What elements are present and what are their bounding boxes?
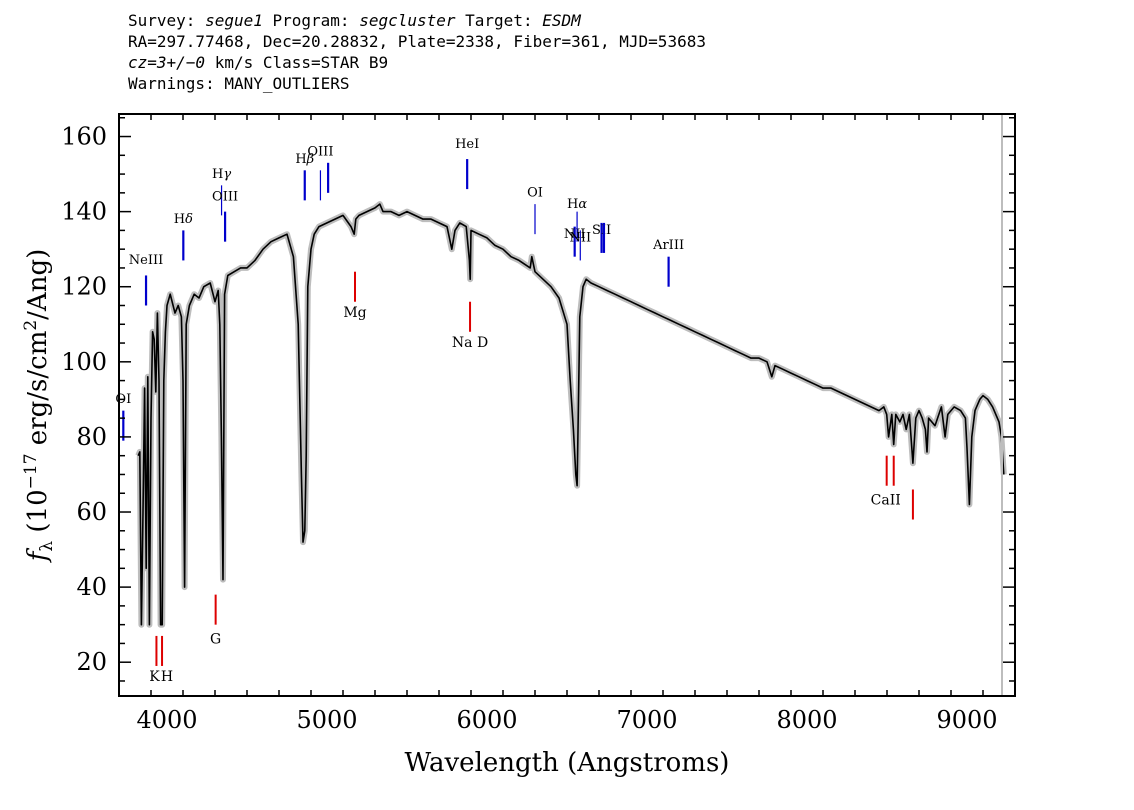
absorption-line-label: Na D	[452, 335, 488, 351]
absorption-line-label: K	[149, 669, 160, 685]
emission-line-label: OIII	[307, 144, 333, 159]
spectrum-line	[137, 203, 1005, 626]
x-tick-label: 7000	[616, 706, 677, 734]
x-tick-label: 6000	[456, 706, 517, 734]
y-tick-label: 140	[61, 198, 107, 226]
emission-line-label: SII	[592, 223, 611, 238]
emission-line-label: Hα	[567, 197, 587, 212]
absorption-line-label: Mg	[343, 305, 366, 321]
emission-line-label: OIII	[212, 189, 238, 204]
absorption-line-label: G	[210, 631, 221, 647]
y-axis-label: fλ (10−17 erg/s/cm2/Ang)	[21, 249, 57, 564]
header-line-survey: Survey: segue1 Program: segcluster Targe…	[128, 11, 581, 30]
y-tick-label: 100	[61, 348, 107, 376]
emission-line-label: Hδ	[174, 212, 193, 227]
x-tick-label: 4000	[136, 706, 197, 734]
x-tick-label: 5000	[296, 706, 357, 734]
y-tick-label: 60	[76, 498, 107, 526]
error-band	[135, 201, 1007, 628]
header-line-warnings: Warnings: MANY_OUTLIERS	[128, 74, 350, 93]
emission-line-label: NeIII	[129, 253, 163, 268]
emission-line-label: OI	[527, 186, 543, 201]
y-tick-label: 20	[76, 648, 107, 676]
emission-line-label: HeI	[455, 137, 479, 152]
header-line-redshift: cz=3+/−0 km/s Class=STAR B9	[128, 53, 389, 72]
y-tick-label: 120	[61, 273, 107, 301]
emission-line-label: Hβ	[295, 152, 314, 167]
emission-line-label: Hγ	[212, 167, 231, 182]
program-name: segcluster	[359, 11, 456, 30]
survey-name: segue1	[205, 11, 263, 30]
x-tick-label: 9000	[936, 706, 997, 734]
x-axis-label: Wavelength (Angstroms)	[405, 748, 730, 778]
x-tick-label: 8000	[776, 706, 837, 734]
plot-header: Survey: segue1 Program: segcluster Targe…	[128, 10, 706, 94]
absorption-line-label: H	[161, 669, 173, 685]
emission-line-label: ArIII	[652, 238, 684, 253]
y-tick-label: 160	[61, 123, 107, 151]
y-tick-label: 80	[76, 423, 107, 451]
target-name: ESDM	[542, 11, 581, 30]
header-line-coords: RA=297.77468, Dec=20.28832, Plate=2338, …	[128, 32, 706, 51]
emission-line-label: NII	[569, 231, 591, 246]
y-tick-label: 40	[76, 573, 107, 601]
absorption-line-label: CaII	[871, 493, 901, 509]
